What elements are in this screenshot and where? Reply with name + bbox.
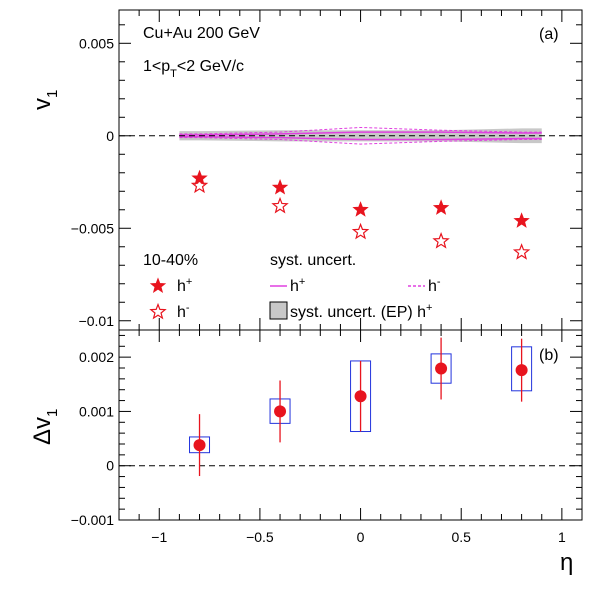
hplus-point-1 [271,178,289,195]
dv1-point-1 [274,405,287,418]
hminus-point-1 [271,196,289,214]
hminus-point-3 [432,232,450,249]
top-y-axis-label-sub: 1 [44,90,61,98]
legend-ep-charge: + [426,302,432,314]
legend-hplus-label: h+ [177,276,192,295]
legend-hminus-star-shape [149,302,167,320]
top-ytick-label: −0.005 [71,220,114,236]
legend-syst-hminus-label: h- [428,276,441,295]
hminus-syst-upper [179,126,542,135]
pt-range-annotation: 1<pT<2 GeV/c [143,58,244,80]
bottom-y-axis-label: Δv1 [29,409,61,445]
top-ytick-label: 0 [106,128,114,144]
hplus-point-3 [432,199,450,215]
legend-syst-hplus-label: h+ [290,276,305,295]
panel-label-a: (a) [539,26,559,43]
legend-hminus-label: h- [177,302,190,321]
bottom-ytick-label: 0.001 [79,403,114,419]
pt-subscript: T [170,68,177,80]
legend-syst-hplus-charge: + [299,276,305,288]
hplus-syst-upper [179,131,542,136]
legend-syst-hminus-charge: - [437,276,441,288]
legend-syst-header: syst. uncert. [270,252,356,269]
x-axis-label: η [560,549,573,576]
legend-ep-box [269,301,288,320]
top-y-axis-label: v1 [29,90,61,110]
dv1-point-0 [193,439,206,452]
xtick-label: −1 [151,529,167,545]
bottom-ytick-label: 0.002 [79,349,114,365]
hplus-point-2 [352,201,369,217]
bottom-y-axis-label-sub: 1 [44,409,61,417]
top-ytick-label: 0.005 [79,35,114,51]
xtick-label: −0.5 [246,529,274,545]
panel-label-b: (b) [539,347,559,364]
hplus-syst-lower [179,135,542,141]
top-ytick-label: −0.01 [79,313,115,329]
legend-hplus-charge: + [186,276,192,288]
hminus-point-0 [190,176,209,194]
hminus-syst-lower [179,137,542,145]
bottom-ytick-label: 0 [106,458,114,474]
hminus-point-2 [351,222,370,240]
dv1-point-2 [354,390,367,403]
dv1-point-3 [435,362,448,375]
system-annotation: Cu+Au 200 GeV [143,25,260,42]
hminus-point-4 [512,243,531,260]
legend: 10-40% syst. uncert. h+ h- h+ h- syst. u… [143,252,441,321]
legend-hminus-star [149,302,167,320]
legend-ep-label: syst. uncert. (EP) h+ [290,302,432,321]
xtick-label: 0.5 [451,529,471,545]
legend-hplus-star-shape [149,277,167,293]
legend-centrality: 10-40% [143,252,198,269]
pt-range-rest: <2 GeV/c [177,58,244,75]
legend-hplus-star [149,277,167,293]
dv1-point-4 [515,364,528,377]
hplus-point-4 [513,212,530,228]
bottom-ytick-label: −0.001 [71,512,114,528]
legend-hminus-charge: - [186,302,190,314]
bottom-panel-frame [118,329,583,521]
xtick-label: 1 [558,529,566,545]
xtick-label: 0 [357,529,365,545]
